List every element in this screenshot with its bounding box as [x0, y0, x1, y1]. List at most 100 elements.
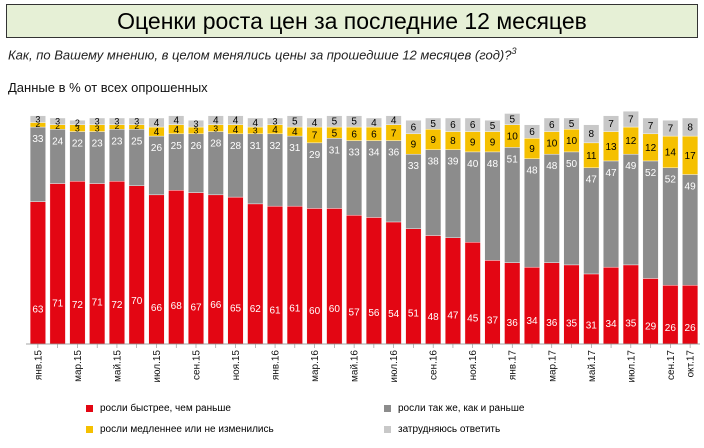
bar-segment-faster	[168, 190, 185, 345]
x-tick-label: июл.15	[152, 350, 163, 383]
data-label-faster: 70	[131, 296, 143, 307]
data-label-dk: 5	[430, 119, 436, 130]
survey-question: Как, по Вашему мнению, в целом менялись …	[8, 46, 516, 62]
data-label-slower: 3	[213, 123, 218, 133]
bar-segment-faster	[326, 208, 343, 345]
legend-same: росли так же, как и раньше	[384, 403, 524, 414]
bar-segment-faster	[49, 183, 66, 345]
data-label-same: 31	[250, 141, 262, 152]
data-label-faster: 66	[151, 303, 163, 314]
data-label-dk: 4	[213, 116, 219, 127]
data-label-faster: 72	[111, 300, 123, 311]
x-tick-label: окт.17	[686, 350, 697, 378]
data-label-dk: 6	[529, 127, 535, 138]
data-label-same: 31	[329, 145, 341, 156]
x-tick-label: мар.16	[310, 350, 321, 382]
bar-segment-faster	[267, 205, 284, 345]
data-label-faster: 45	[467, 314, 479, 325]
data-label-same: 51	[507, 154, 519, 165]
data-label-faster: 35	[625, 319, 637, 330]
x-tick-label: мар.17	[547, 350, 558, 382]
data-label-slower: 4	[292, 127, 298, 138]
data-label-dk: 3	[55, 117, 60, 127]
data-label-dk: 3	[95, 117, 100, 127]
bar-segment-dk	[365, 117, 382, 128]
data-label-same: 48	[546, 161, 558, 172]
legend-swatch-dk	[384, 426, 391, 433]
data-label-slower: 5	[332, 128, 338, 139]
bar-segment-dk	[89, 117, 106, 125]
data-label-dk: 3	[193, 119, 198, 129]
bar-segment-faster	[128, 185, 145, 345]
bar-segment-faster	[227, 196, 244, 345]
bar-segment-faster	[484, 260, 501, 345]
bar-segment-dk	[286, 115, 303, 128]
data-label-slower: 10	[507, 132, 519, 143]
bar-segment-dk	[385, 115, 402, 125]
x-tick-label: ноя.15	[231, 350, 242, 381]
data-label-dk: 7	[608, 119, 614, 130]
bar-segment-dk	[444, 117, 461, 132]
data-label-same: 28	[230, 141, 242, 152]
data-label-same: 33	[32, 134, 44, 145]
data-label-slower: 13	[605, 142, 617, 153]
bar-segment-dk	[267, 117, 284, 125]
data-label-faster: 48	[428, 312, 440, 323]
legend-swatch-faster	[86, 405, 93, 412]
data-label-dk: 8	[687, 122, 693, 133]
data-label-slower: 4	[154, 127, 160, 138]
bar-segment-faster	[247, 203, 264, 345]
data-label-dk: 5	[569, 119, 575, 130]
bar-segment-dk	[168, 115, 185, 125]
bar-segment-dk	[543, 117, 560, 132]
bar-segment-faster	[444, 237, 461, 345]
bar-segment-faster	[563, 264, 580, 345]
x-tick-label: ноя.16	[468, 350, 479, 381]
data-label-same: 49	[685, 182, 697, 193]
legend-swatch-slower	[86, 426, 93, 433]
bar-segment-dk	[326, 115, 343, 128]
bar-segment-dk	[405, 120, 422, 135]
data-label-dk: 3	[35, 114, 40, 124]
data-label-dk: 7	[668, 123, 674, 134]
data-label-same: 28	[210, 139, 222, 150]
x-tick-label: сен.17	[666, 350, 677, 380]
data-label-faster: 29	[645, 322, 657, 333]
data-label-faster: 31	[586, 321, 598, 332]
legend-swatch-same	[384, 405, 391, 412]
bar-segment-dk	[603, 115, 620, 132]
data-label-same: 33	[408, 161, 420, 172]
bar-segment-faster	[346, 214, 363, 345]
data-label-faster: 62	[250, 304, 262, 315]
bar-segment-dk	[29, 115, 46, 123]
bar-segment-dk	[583, 124, 600, 144]
legend-label-dk: затрудняюсь ответить	[398, 424, 501, 435]
data-label-slower: 10	[566, 136, 578, 147]
data-label-same: 26	[190, 141, 202, 152]
legend-label-slower: росли медленнее или не изменились	[100, 424, 274, 435]
bar-segment-faster	[29, 201, 46, 345]
data-label-dk: 5	[509, 114, 515, 125]
data-label-dk: 5	[351, 117, 357, 128]
x-tick-label: янв.17	[508, 350, 519, 381]
bar-segment-faster	[207, 194, 224, 345]
data-label-faster: 51	[408, 309, 420, 320]
data-label-dk: 4	[154, 118, 160, 129]
data-label-same: 38	[428, 157, 440, 168]
data-label-slower: 17	[685, 151, 697, 162]
bar-segment-faster	[524, 266, 540, 345]
data-label-slower: 9	[411, 140, 417, 151]
bar-segment-faster	[603, 266, 620, 345]
data-label-faster: 37	[487, 316, 499, 327]
data-label-same: 23	[111, 136, 123, 147]
bar-segment-dk	[464, 117, 481, 132]
data-label-dk: 5	[292, 117, 298, 128]
bar-segment-dk	[306, 117, 323, 128]
data-label-same: 32	[269, 141, 281, 152]
data-label-slower: 14	[665, 148, 677, 159]
data-label-faster: 34	[526, 316, 538, 327]
x-tick-label: май.16	[350, 350, 361, 382]
data-label-faster: 61	[289, 304, 301, 315]
data-label-same: 47	[605, 168, 617, 179]
legend-label-same: росли так же, как и раньше	[398, 403, 525, 414]
